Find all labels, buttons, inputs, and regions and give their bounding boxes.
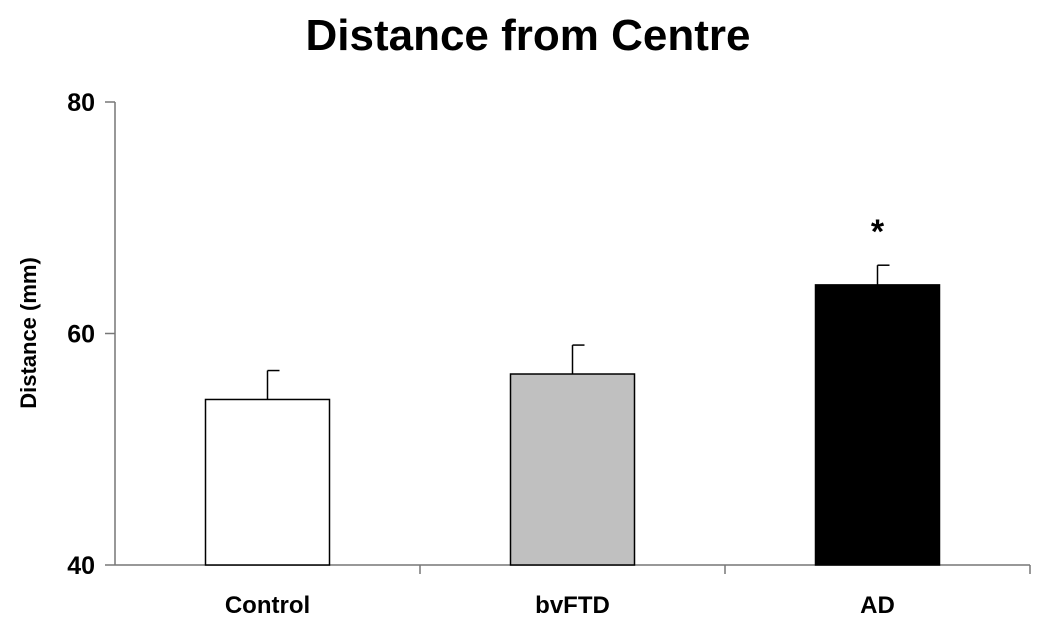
y-tick-label: 80 xyxy=(67,89,95,117)
x-tick-label: bvFTD xyxy=(535,592,610,619)
x-axis-labels: Control bvFTD AD xyxy=(225,592,895,619)
chart-title: Distance from Centre xyxy=(305,11,750,60)
bar-bvftd xyxy=(509,373,636,566)
significance-marker: * xyxy=(871,213,885,251)
y-tick-label: 40 xyxy=(67,552,95,580)
x-tick-label: Control xyxy=(225,592,310,619)
y-tick-label: 60 xyxy=(67,321,95,349)
bars-group xyxy=(204,284,941,566)
bar-control xyxy=(204,398,331,566)
error-bars-group xyxy=(266,264,890,400)
x-axis-ticks xyxy=(419,565,1031,574)
y-axis-label: Distance (mm) xyxy=(16,257,41,409)
annotations-group: * xyxy=(871,213,885,251)
x-tick-label: AD xyxy=(860,592,895,619)
y-axis-ticks: 40 60 80 xyxy=(67,89,115,580)
bar-ad xyxy=(814,284,941,566)
